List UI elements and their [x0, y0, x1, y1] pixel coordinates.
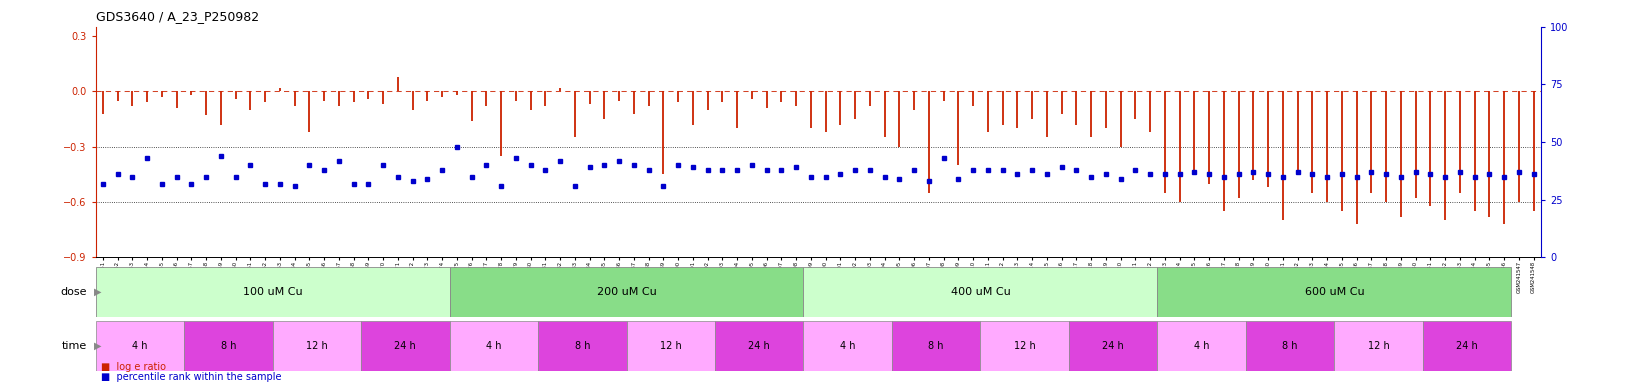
Text: 4 h: 4 h: [1193, 341, 1210, 351]
Text: 24 h: 24 h: [748, 341, 770, 351]
Bar: [361, 321, 450, 371]
Text: 4 h: 4 h: [486, 341, 501, 351]
Text: 24 h: 24 h: [1457, 341, 1478, 351]
Text: 24 h: 24 h: [394, 341, 417, 351]
Text: ▶: ▶: [94, 287, 102, 297]
Text: 200 uM Cu: 200 uM Cu: [597, 287, 656, 297]
Bar: [96, 321, 185, 371]
Bar: [1246, 321, 1335, 371]
Bar: [537, 321, 626, 371]
Text: 4 h: 4 h: [132, 341, 148, 351]
Text: 400 uM Cu: 400 uM Cu: [951, 287, 1010, 297]
Bar: [892, 321, 981, 371]
Text: 4 h: 4 h: [840, 341, 855, 351]
Bar: [450, 321, 537, 371]
Bar: [1157, 321, 1246, 371]
Text: GDS3640 / A_23_P250982: GDS3640 / A_23_P250982: [96, 10, 259, 23]
Text: 600 uM Cu: 600 uM Cu: [1305, 287, 1365, 297]
Bar: [1335, 321, 1422, 371]
Text: time: time: [63, 341, 87, 351]
Text: ■  log e ratio: ■ log e ratio: [101, 362, 165, 372]
Bar: [1070, 321, 1157, 371]
Text: 8 h: 8 h: [575, 341, 590, 351]
Bar: [96, 267, 450, 317]
Text: 8 h: 8 h: [221, 341, 236, 351]
Bar: [1157, 267, 1511, 317]
Bar: [272, 321, 361, 371]
Text: ▶: ▶: [94, 341, 102, 351]
Bar: [626, 321, 715, 371]
Bar: [804, 321, 892, 371]
Text: 8 h: 8 h: [1282, 341, 1299, 351]
Text: 24 h: 24 h: [1103, 341, 1124, 351]
Text: 12 h: 12 h: [1014, 341, 1035, 351]
Bar: [185, 321, 272, 371]
Bar: [804, 267, 1157, 317]
Text: 12 h: 12 h: [659, 341, 682, 351]
Text: ■  percentile rank within the sample: ■ percentile rank within the sample: [101, 372, 282, 382]
Bar: [1422, 321, 1511, 371]
Bar: [981, 321, 1070, 371]
Text: 100 uM Cu: 100 uM Cu: [242, 287, 302, 297]
Text: dose: dose: [61, 287, 87, 297]
Text: 12 h: 12 h: [307, 341, 328, 351]
Bar: [450, 267, 804, 317]
Text: 8 h: 8 h: [928, 341, 944, 351]
Bar: [715, 321, 804, 371]
Text: 12 h: 12 h: [1368, 341, 1389, 351]
